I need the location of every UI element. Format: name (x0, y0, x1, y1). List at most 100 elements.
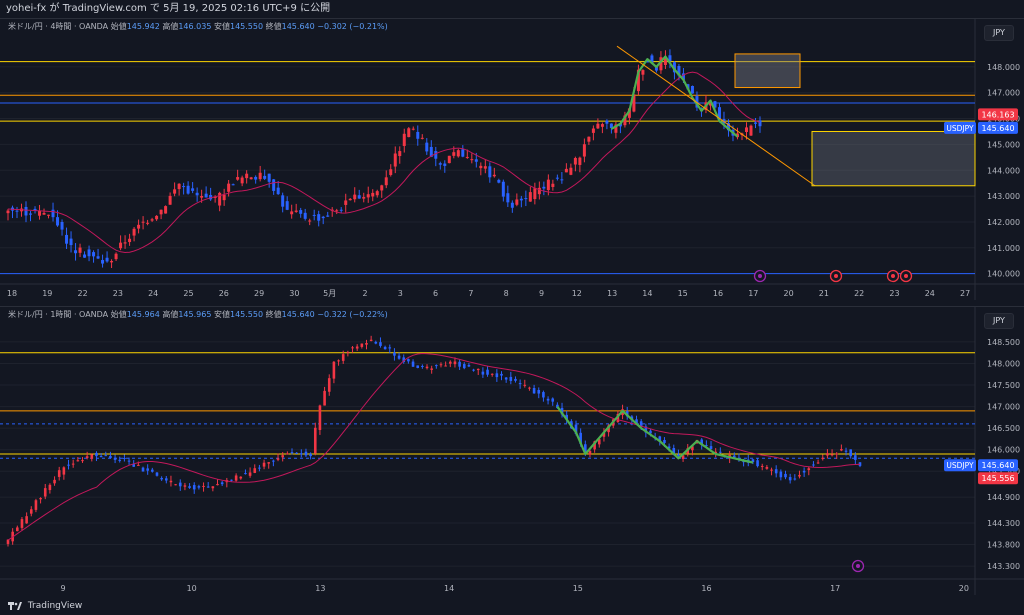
candle-body (695, 96, 699, 108)
price-tick-label: 141.000 (987, 244, 1020, 253)
candle-body (174, 484, 177, 486)
candle-body (751, 459, 755, 463)
candle-body (659, 57, 663, 71)
candle-body (844, 450, 848, 452)
candle-body (556, 404, 559, 408)
time-tick-label: 8 (504, 289, 509, 298)
candle-body (579, 432, 582, 445)
candle-body (218, 192, 222, 206)
time-tick-label: 5月 (323, 289, 336, 298)
candle-body (197, 486, 201, 488)
candle-body (249, 177, 253, 180)
candle-body (141, 221, 145, 223)
candle-body (375, 191, 379, 196)
candle-body (309, 453, 312, 457)
candle-body (362, 197, 366, 199)
candle-body (39, 498, 42, 500)
candles (6, 335, 862, 547)
candle-body (587, 136, 591, 142)
candle-body (452, 152, 456, 156)
time-tick-label: 13 (315, 584, 325, 593)
candle-body (546, 179, 550, 191)
legend-4h: 米ドル/円 · 4時間 · OANDA 始値145.942 高値146.035 … (8, 21, 388, 32)
chart-panel-4h[interactable]: 米ドル/円 · 4時間 · OANDA 始値145.942 高値146.035 … (0, 18, 1024, 304)
currency-button[interactable]: JPY (984, 25, 1014, 41)
chart-canvas-1h[interactable]: 148.500 148.000 147.500 147.000 146.500 146.0… (0, 307, 1024, 598)
symbol-price-badge (978, 121, 1018, 134)
candle-body (281, 455, 284, 458)
chart-panel-1h[interactable]: 米ドル/円 · 1時間 · OANDA 始値145.964 高値145.965 … (0, 306, 1024, 598)
publish-header: yohei-fx が TradingView.com で 5月 19, 2025… (0, 0, 1024, 18)
candle-body (430, 368, 433, 370)
candle-body (528, 387, 531, 389)
chart-canvas-4h[interactable]: 148.000147.000146.000145.000144.000143.0… (0, 19, 1024, 304)
support-zone (811, 130, 976, 187)
candle-body (677, 454, 680, 457)
candle-body (99, 456, 103, 458)
candle-body (34, 500, 38, 510)
candle-body (488, 166, 492, 178)
candle-body (497, 179, 501, 183)
candle-body (38, 210, 42, 216)
time-tick-label: 23 (113, 289, 123, 298)
candle-body (317, 214, 321, 221)
candle-body (523, 384, 527, 386)
candle-body (533, 188, 537, 200)
time-tick-label: 9 (60, 584, 65, 593)
candle-body (146, 222, 150, 224)
event-dot (856, 564, 860, 568)
time-tick-label: 14 (444, 584, 454, 593)
candle-body (607, 425, 610, 433)
candle-body (510, 202, 514, 208)
candle-body (429, 146, 433, 157)
candle-body (276, 458, 280, 460)
time-tick-label: 19 (42, 289, 52, 298)
candle-body (438, 163, 442, 165)
legend-open-label: 始値 (110, 310, 127, 319)
candle-body (569, 167, 573, 175)
candle-body (137, 224, 141, 229)
candle-body (453, 361, 457, 365)
candle-body (25, 516, 28, 524)
candle-body (700, 439, 704, 445)
candle-body (137, 464, 140, 466)
candle-body (593, 441, 596, 450)
price-tick-label: 147.000 (987, 403, 1020, 412)
time-tick-label: 3 (398, 289, 403, 298)
candle-body (57, 470, 61, 477)
price-axis: 148.500 148.000 147.500 147.000 146.500 146.0… (0, 338, 1020, 571)
candle-body (365, 343, 368, 345)
candle-body (479, 165, 483, 169)
candle-body (78, 247, 82, 253)
tradingview-logo-icon (8, 601, 22, 610)
candle-body (188, 486, 191, 488)
price-tick-label: 148.000 (987, 359, 1020, 368)
candle-body (366, 194, 370, 198)
candle-body (327, 378, 331, 392)
candle-body (332, 361, 336, 379)
candle-body (132, 228, 136, 236)
event-dot (758, 274, 762, 278)
candle-body (96, 256, 100, 259)
last-price-badge (978, 108, 1018, 121)
footer: TradingView (0, 597, 1024, 615)
candle-body (462, 364, 466, 369)
candle-body (793, 478, 797, 480)
candle-body (47, 214, 51, 216)
moving-average-line (7, 71, 761, 254)
candle-body (348, 198, 352, 201)
time-tick-label: 29 (254, 289, 264, 298)
currency-button[interactable]: JPY (984, 313, 1014, 329)
price-tick-label: 144.000 (987, 166, 1020, 175)
price-tick-label: 145.500 (987, 467, 1020, 476)
candle-body (213, 196, 217, 199)
candle-body (168, 195, 172, 205)
candle-body (341, 354, 345, 361)
candle-body (407, 359, 410, 362)
candle-body (294, 210, 298, 212)
candle-body (597, 439, 601, 445)
price-tick-label: 144.900 (987, 493, 1020, 502)
legend-open-label: 始値 (110, 22, 127, 31)
candle-body (732, 455, 736, 458)
candle-body (564, 168, 568, 173)
